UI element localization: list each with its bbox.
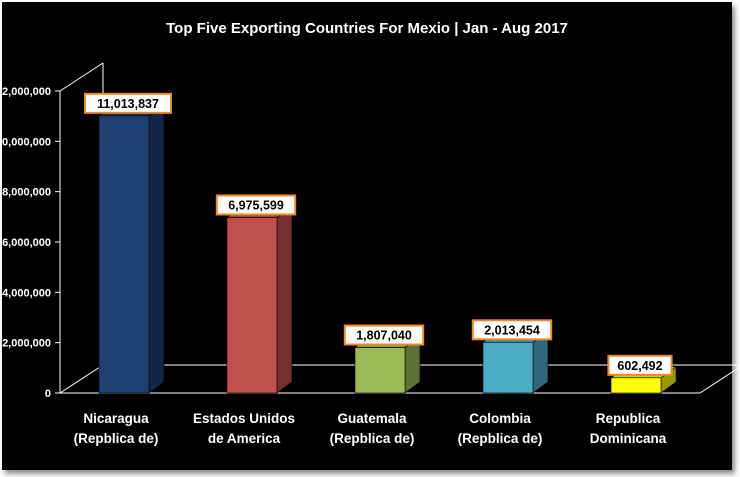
data-label-box [343,324,425,346]
bar-front [226,217,278,394]
y-tick-label: 6,000,000 [2,237,51,249]
chart-title: Top Five Exporting Countries For Mexio |… [166,20,568,37]
data-label: 6,975,599 [228,198,284,212]
y-tick-label: 10,000,000 [0,136,51,148]
bar-front [482,342,534,394]
data-label-box [607,354,673,376]
y-tick-label: 2,000,000 [2,338,51,350]
x-tick-label: Guatemala [337,411,407,426]
data-label-box [215,194,297,216]
bar [482,330,549,394]
data-label-box [84,92,172,114]
data-label: 1,807,040 [356,329,412,343]
bar [98,104,165,394]
y-tick-label: 4,000,000 [2,287,51,299]
bar-front [610,377,662,394]
x-tick-label: Colombia [469,411,531,426]
bar-side [276,205,293,394]
bar [226,205,293,394]
x-tick-label: (Repblica de) [330,431,415,446]
bar-side [148,104,165,394]
floor-right-edge [699,366,740,394]
x-tick-label: Dominicana [590,431,667,446]
y-tick-label: 12,000,000 [0,86,51,98]
x-tick-label: Nicaragua [83,411,149,426]
y-tick-label: 8,000,000 [2,187,51,199]
data-label: 602,492 [617,359,662,373]
x-tick-label: (Repblica de) [458,431,543,446]
side-wall-top-edge [59,62,104,92]
x-tick-label: (Repblica de) [74,431,159,446]
x-tick-label: Republica [596,411,661,426]
floor-left-edge [59,364,104,394]
x-tick-label: Estados Unidos [193,411,295,426]
data-label: 2,013,454 [484,323,540,337]
x-tick-label: de America [208,431,281,446]
y-tick-label: 0 [45,388,51,400]
bar-front [98,115,150,394]
data-label: 11,013,837 [97,97,159,111]
data-label-box [471,319,553,341]
bar-front [354,347,406,394]
